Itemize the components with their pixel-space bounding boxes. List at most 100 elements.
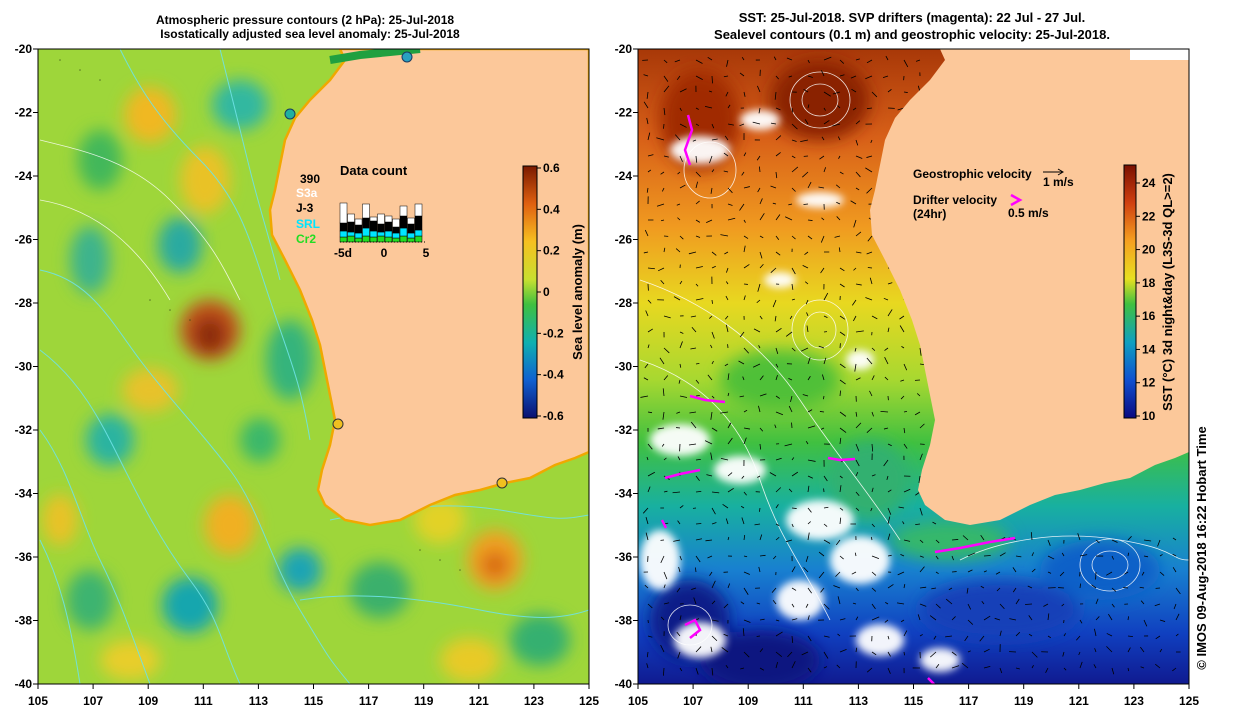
left-title-line2: Isostatically adjusted sea level anomaly… [160,27,460,41]
velocity-arrow [711,600,716,605]
velocity-arrow [819,155,825,160]
velocity-arrow [932,521,937,525]
velocity-arrow [871,347,876,351]
y-tick-label: -40 [615,677,633,691]
velocity-arrow [1027,585,1033,589]
velocity-arrow [820,427,825,430]
velocity-arrow [914,411,921,416]
velocity-arrow [679,667,683,672]
data-count-bar-segment [414,203,423,217]
velocity-arrow [853,267,857,271]
velocity-arrow [999,667,1003,674]
velocity-arrow [805,555,809,563]
velocity-arrow [724,315,729,320]
velocity-arrow [1124,571,1129,575]
velocity-arrow [710,344,713,349]
velocity-arrow [903,539,911,542]
tide-gauge-marker[interactable] [284,108,296,120]
velocity-arrow [757,187,761,193]
velocity-arrow [656,137,665,141]
velocity-arrow [1140,600,1145,605]
velocity-arrow [1172,553,1177,557]
velocity-arrow [901,346,905,349]
left-map[interactable]: Data count 390 S3a J-3 SRL Cr2 -5d 0 5 [38,49,589,684]
velocity-arrow [823,120,830,125]
velocity-arrow [935,664,940,669]
velocity-arrow [660,280,665,285]
velocity-arrow [855,491,860,496]
data-count-bar-segment [399,235,408,243]
velocity-arrow [899,325,905,333]
velocity-arrow [743,437,747,445]
map-corner-blank [1130,49,1189,60]
x-tick-label: 119 [1014,694,1034,708]
velocity-arrow [723,170,729,173]
y-tick-label: -32 [15,423,33,437]
velocity-arrow [706,219,713,223]
x-tick-label: 115 [904,694,924,708]
velocity-arrow [791,166,799,173]
velocity-arrow [743,235,749,239]
velocity-arrow [710,646,713,653]
right-title-line1: SST: 25-Jul-2018. SVP drifters (magenta)… [739,10,1086,25]
velocity-arrow [919,586,927,589]
velocity-arrow [807,425,816,429]
velocity-arrow [758,345,761,349]
velocity-arrow [720,457,729,461]
velocity-arrow [643,251,649,254]
velocity-arrow [871,375,875,381]
velocity-arrow [707,56,713,61]
x-tick-label: 111 [194,694,213,708]
velocity-arrow [867,267,873,269]
data-count-bar-segment [399,227,408,237]
velocity-arrow [839,59,845,64]
velocity-arrow [743,409,748,413]
velocity-arrow [770,122,777,125]
velocity-arrow [1047,539,1051,546]
velocity-arrow [839,618,846,621]
left-coastal-green [329,49,421,64]
velocity-arrow [727,373,730,381]
velocity-arrow [739,331,745,338]
velocity-arrow [743,347,750,354]
drifter-track [660,519,668,529]
velocity-arrow [645,310,649,317]
right-map[interactable]: Geostrophic velocity 1 m/s Drifter veloc… [638,49,1189,690]
velocity-arrow [1079,554,1088,557]
velocity-arrow [883,459,889,467]
velocity-arrow [951,555,954,561]
velocity-arrow [646,91,649,99]
colorbar-tick-label: 16 [1142,309,1156,323]
velocity-arrow [791,471,799,477]
x-tick-label: 107 [83,694,103,708]
velocity-arrow [695,123,700,127]
y-tick-label: -36 [15,550,33,564]
velocity-arrow [807,667,812,673]
tide-gauge-marker[interactable] [401,51,413,63]
velocity-arrow [1143,539,1152,542]
velocity-arrow [739,72,745,77]
velocity-arrow [917,614,921,621]
tide-gauge-marker[interactable] [332,418,344,430]
sla-colorbar-label: Sea level anomaly (m) [570,224,585,360]
velocity-arrow [983,665,991,669]
velocity-arrow [804,251,809,255]
velocity-arrow [741,171,745,176]
velocity-arrow [743,555,748,558]
x-tick-label: 111 [794,694,813,708]
velocity-arrow [756,299,761,304]
velocity-arrow [805,299,809,305]
data-count-bar-segment [399,205,408,217]
velocity-arrow [679,107,682,111]
velocity-arrow [791,587,797,591]
x-tick-label: 125 [1179,694,1199,708]
velocity-arrow [1127,635,1133,638]
tide-gauge-marker[interactable] [496,477,508,489]
velocity-arrow [775,347,779,354]
velocity-arrow [790,395,793,403]
velocity-arrow [784,443,793,447]
velocity-arrow [673,539,681,542]
velocity-arrow [740,601,745,605]
velocity-arrow [695,298,704,301]
velocity-arrow [929,615,937,621]
